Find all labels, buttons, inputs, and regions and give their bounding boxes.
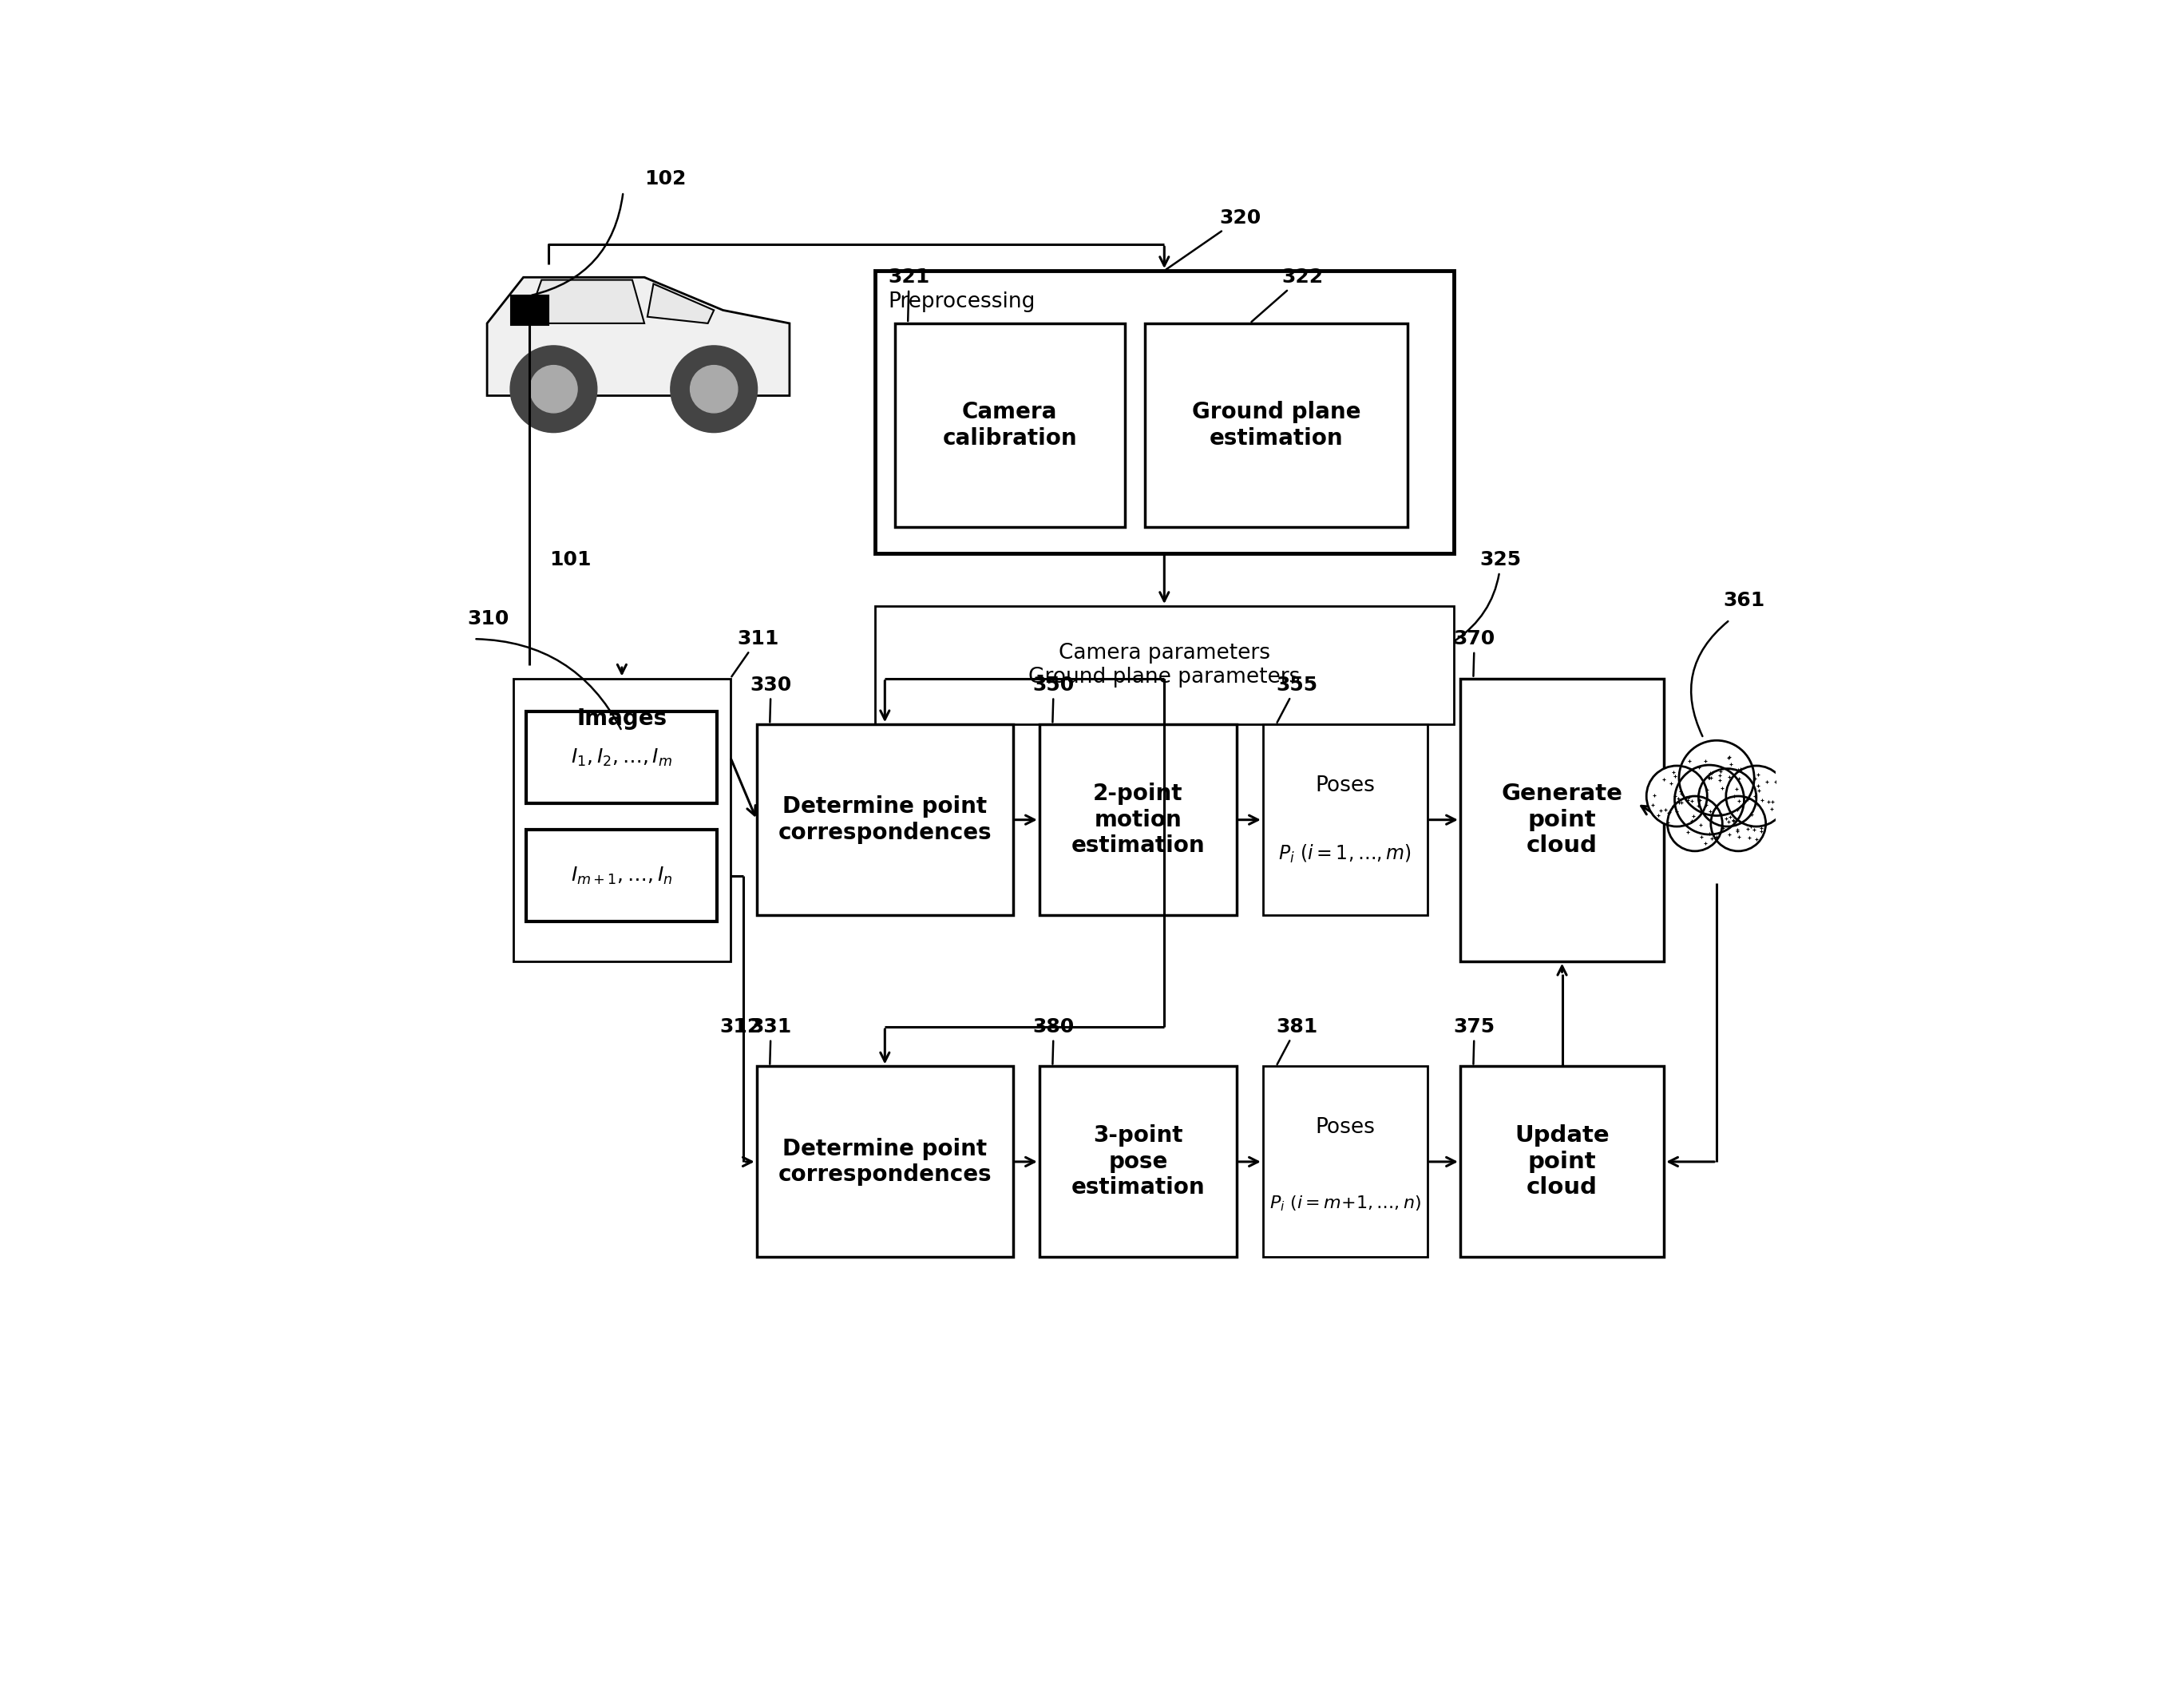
Circle shape — [1711, 796, 1765, 851]
Text: 101: 101 — [550, 550, 591, 570]
Circle shape — [670, 345, 757, 432]
Polygon shape — [526, 280, 644, 323]
Text: Update
point
cloud: Update point cloud — [1514, 1124, 1610, 1199]
Text: 370: 370 — [1453, 629, 1495, 676]
Bar — [895, 323, 1126, 528]
Polygon shape — [487, 277, 790, 396]
Text: 320: 320 — [1165, 208, 1261, 270]
Bar — [1263, 1066, 1427, 1257]
Circle shape — [1667, 796, 1722, 851]
Text: 2-point
motion
estimation: 2-point motion estimation — [1071, 782, 1204, 857]
Bar — [757, 724, 1012, 915]
Text: 330: 330 — [751, 675, 792, 722]
Text: Images: Images — [576, 707, 668, 729]
Text: 350: 350 — [1032, 675, 1074, 722]
Text: 375: 375 — [1453, 1018, 1495, 1064]
Text: 102: 102 — [644, 169, 685, 188]
Bar — [1263, 724, 1427, 915]
Text: 325: 325 — [1455, 550, 1521, 640]
Bar — [1039, 1066, 1237, 1257]
Bar — [526, 830, 718, 922]
Text: Preprocessing: Preprocessing — [888, 292, 1034, 313]
Text: 381: 381 — [1276, 1018, 1318, 1064]
Bar — [875, 272, 1453, 553]
Circle shape — [1674, 765, 1743, 835]
Text: Poses: Poses — [1316, 775, 1375, 796]
Polygon shape — [648, 284, 714, 323]
Text: $I_1, I_2, \ldots, I_m$: $I_1, I_2, \ldots, I_m$ — [572, 746, 672, 769]
Text: 355: 355 — [1276, 675, 1318, 722]
Text: Camera parameters
Ground plane parameters: Camera parameters Ground plane parameter… — [1028, 642, 1300, 688]
Text: Ground plane
estimation: Ground plane estimation — [1191, 401, 1362, 449]
Text: Camera
calibration: Camera calibration — [943, 401, 1078, 449]
Circle shape — [1698, 769, 1757, 827]
Circle shape — [1726, 765, 1787, 827]
Bar — [1146, 323, 1407, 528]
Bar — [757, 1066, 1012, 1257]
Text: 361: 361 — [1724, 591, 1765, 610]
Text: 331: 331 — [751, 1018, 792, 1064]
Text: Generate
point
cloud: Generate point cloud — [1501, 782, 1623, 857]
Bar — [526, 711, 718, 803]
Bar — [513, 678, 731, 962]
Circle shape — [530, 366, 578, 413]
Circle shape — [511, 345, 598, 432]
Text: 3-point
pose
estimation: 3-point pose estimation — [1071, 1124, 1204, 1199]
Text: $I_{m+1}, \ldots, I_n$: $I_{m+1}, \ldots, I_n$ — [572, 866, 672, 886]
Circle shape — [1647, 765, 1706, 827]
Text: Determine point
correspondences: Determine point correspondences — [779, 796, 991, 844]
Bar — [1039, 724, 1237, 915]
Bar — [511, 295, 548, 325]
Bar — [1460, 678, 1665, 962]
Text: 310: 310 — [467, 610, 508, 629]
Circle shape — [690, 366, 738, 413]
Circle shape — [1678, 741, 1754, 816]
Text: Poses: Poses — [1316, 1117, 1375, 1138]
Bar — [875, 606, 1453, 724]
Text: 321: 321 — [888, 268, 930, 321]
Text: $P_i\ (i = 1, \ldots, m)$: $P_i\ (i = 1, \ldots, m)$ — [1279, 844, 1412, 864]
Text: $P_i\ (i = m{+}1, \ldots, n)$: $P_i\ (i = m{+}1, \ldots, n)$ — [1270, 1194, 1420, 1213]
Bar — [1460, 1066, 1665, 1257]
Text: 322: 322 — [1252, 268, 1322, 321]
Text: 380: 380 — [1032, 1018, 1074, 1064]
Text: Determine point
correspondences: Determine point correspondences — [779, 1138, 991, 1185]
Text: 312: 312 — [720, 1018, 762, 1037]
Text: 311: 311 — [731, 629, 779, 676]
